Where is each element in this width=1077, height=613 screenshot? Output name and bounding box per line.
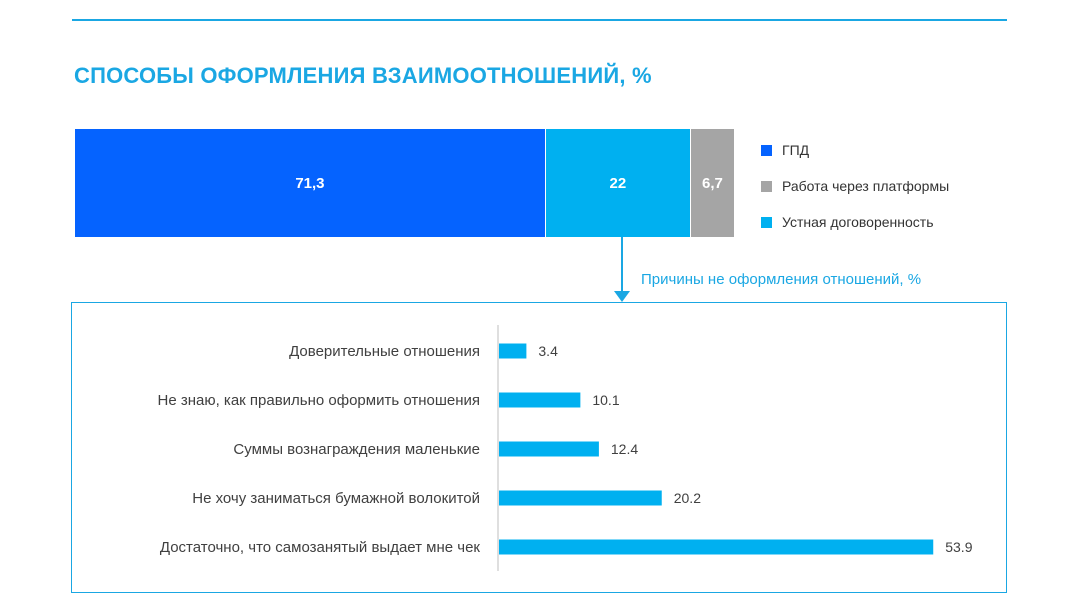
legend-label: ГПД xyxy=(782,142,810,158)
stack-segment-value-label: 71,3 xyxy=(295,174,325,192)
stack-segment-value-label: 6,7 xyxy=(701,174,723,192)
bar-5 xyxy=(499,539,934,555)
category-label-2: Не знаю, как правильно оформить отношени… xyxy=(158,392,481,409)
page-title: СПОСОБЫ ОФОРМЛЕНИЯ ВЗАИМООТНОШЕНИЙ, % xyxy=(74,63,652,88)
legend-item-1: ГПД xyxy=(761,141,949,159)
legend-swatch xyxy=(761,144,772,156)
callout-connector-line xyxy=(621,237,623,293)
legend-item-2: Работа через платформы xyxy=(761,177,949,195)
bar-3 xyxy=(499,441,599,457)
stack-segment-3: 6,7 xyxy=(689,129,734,237)
bar-4 xyxy=(499,490,662,506)
stack-segment-1: 71,3 xyxy=(75,129,545,237)
category-label-3: Суммы вознаграждения маленькие xyxy=(233,441,480,458)
category-label-1: Доверительные отношения xyxy=(289,343,480,360)
bar-value-label-2: 10.1 xyxy=(592,392,619,408)
stacked-bar-chart: 71,3 22 6,7 xyxy=(75,129,734,237)
legend-swatch xyxy=(761,180,772,192)
category-label-5: Достаточно, что самозанятый выдает мне ч… xyxy=(160,539,481,556)
legend-label: Работа через платформы xyxy=(782,178,950,194)
reasons-bar-chart: Доверительные отношения 3.4 Не знаю, как п… xyxy=(158,325,973,571)
legend-label: Устная договоренность xyxy=(782,214,934,230)
bar-value-label-1: 3.4 xyxy=(538,343,558,359)
stacked-bar-legend: ГПД Работа через платформы Устная договоре… xyxy=(761,141,949,249)
top-divider-line xyxy=(72,19,1007,21)
bar-value-label-4: 20.2 xyxy=(674,490,701,506)
reasons-chart-frame: Доверительные отношения 3.4 Не знаю, как п… xyxy=(71,302,1007,593)
category-label-4: Не хочу заниматься бумажной волокитой xyxy=(192,490,480,507)
callout-arrow-icon xyxy=(614,291,630,302)
bar-value-label-5: 53.9 xyxy=(945,539,972,555)
bar-1 xyxy=(499,343,527,359)
bar-2 xyxy=(499,392,581,408)
stack-segment-2: 22 xyxy=(544,129,690,237)
reasons-chart-title: Причины не оформления отношений, % xyxy=(641,271,922,288)
legend-swatch xyxy=(761,216,772,228)
legend-item-3: Устная договоренность xyxy=(761,213,949,231)
bar-value-label-3: 12.4 xyxy=(611,441,638,457)
stack-segment-value-label: 22 xyxy=(609,174,627,192)
